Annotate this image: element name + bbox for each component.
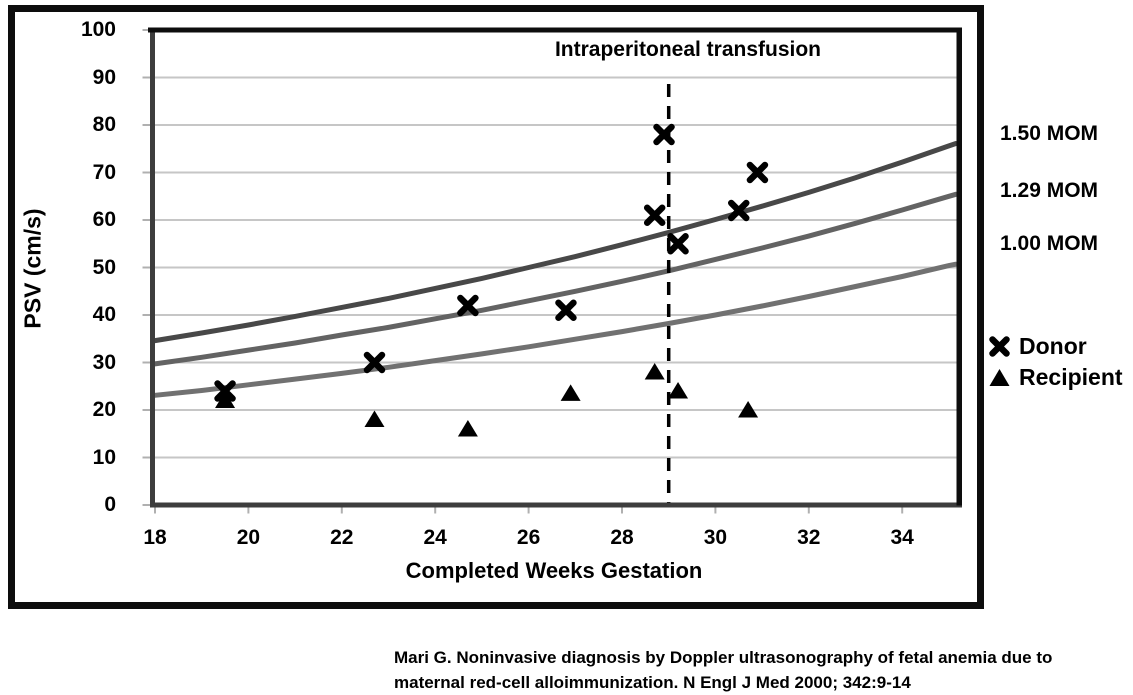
recipient-point	[738, 401, 759, 418]
x-tick-label: 20	[236, 526, 261, 549]
donor-point	[214, 380, 236, 402]
curve-1-00-mom	[152, 261, 959, 398]
plot-border-right	[956, 27, 962, 506]
x-axis-title: Completed Weeks Gestation	[405, 558, 703, 583]
y-tick-label: 30	[92, 350, 116, 374]
curve-1-29-mom	[152, 191, 959, 367]
recipient-triangle-marker-icon	[989, 369, 1010, 386]
curve-1-50-mom	[152, 141, 959, 344]
legend-donor-label: Donor	[1019, 333, 1087, 359]
recipient-point	[560, 384, 581, 401]
donor-point	[555, 299, 577, 321]
y-tick-label: 70	[92, 160, 116, 184]
x-tick-label: 18	[143, 526, 167, 549]
donor-point	[728, 199, 750, 222]
y-tick-label: 60	[92, 208, 116, 231]
donor-point	[457, 294, 479, 317]
recipient-point	[668, 382, 689, 399]
donor-point	[363, 351, 386, 374]
y-tick-label: 10	[92, 445, 116, 469]
legend-recipient-label: Recipient	[1019, 364, 1123, 390]
y-tick-label: 0	[104, 493, 116, 516]
citation-line-2: maternal red-cell alloimmunization. N En…	[394, 673, 911, 692]
x-tick-label: 28	[610, 526, 634, 549]
y-axis-line	[150, 27, 155, 505]
y-tick-label: 100	[80, 18, 116, 41]
legend-entry-recipient: Recipient	[988, 364, 1123, 391]
legend-label-1-50-mom: 1.50 MOM	[1000, 122, 1099, 145]
legend-entry-donor: Donor	[988, 333, 1087, 360]
x-tick-label: 26	[516, 526, 541, 549]
y-tick-label: 50	[92, 255, 116, 279]
x-tick-label: 22	[330, 526, 354, 549]
recipient-point	[644, 363, 665, 380]
recipient-point	[457, 420, 478, 437]
donor-point	[667, 233, 689, 255]
y-tick-label: 40	[92, 303, 116, 326]
citation-line-1: Mari G. Noninvasive diagnosis by Doppler…	[394, 648, 1053, 667]
x-tick-label: 30	[703, 526, 728, 549]
recipient-point	[215, 391, 236, 408]
x-axis-line	[150, 502, 962, 508]
legend-label-1-00-mom: 1.00 MOM	[1000, 232, 1099, 255]
plot-border-top	[148, 27, 962, 33]
donor-x-marker-icon	[989, 336, 1010, 357]
y-tick-label: 90	[92, 65, 116, 89]
legend-label-1-29-mom: 1.29 MOM	[1000, 179, 1099, 202]
x-tick-label: 34	[890, 526, 914, 549]
donor-point	[643, 204, 666, 226]
recipient-point	[364, 410, 385, 427]
x-tick-label: 32	[797, 526, 821, 549]
chart-title: Intraperitoneal transfusion	[554, 38, 822, 61]
y-tick-label: 80	[92, 113, 116, 136]
citation: Mari G. Noninvasive diagnosis by Doppler…	[394, 645, 1124, 695]
donor-point	[746, 161, 769, 184]
x-tick-label: 24	[423, 526, 447, 549]
y-tick-label: 20	[92, 398, 116, 421]
y-axis-title: PSV (cm/s)	[19, 208, 46, 329]
donor-point	[653, 123, 675, 146]
